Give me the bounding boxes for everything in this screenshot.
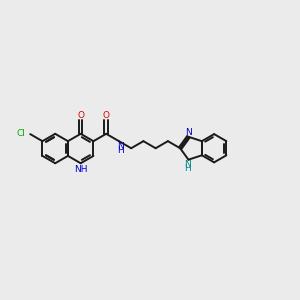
Text: N: N [184, 160, 191, 169]
Text: Cl: Cl [16, 129, 25, 138]
Text: NH: NH [74, 165, 87, 174]
Text: N: N [185, 128, 192, 136]
Text: N: N [117, 142, 124, 151]
Text: O: O [103, 111, 110, 120]
Text: O: O [77, 111, 84, 120]
Text: H: H [117, 146, 124, 155]
Text: H: H [184, 164, 191, 173]
